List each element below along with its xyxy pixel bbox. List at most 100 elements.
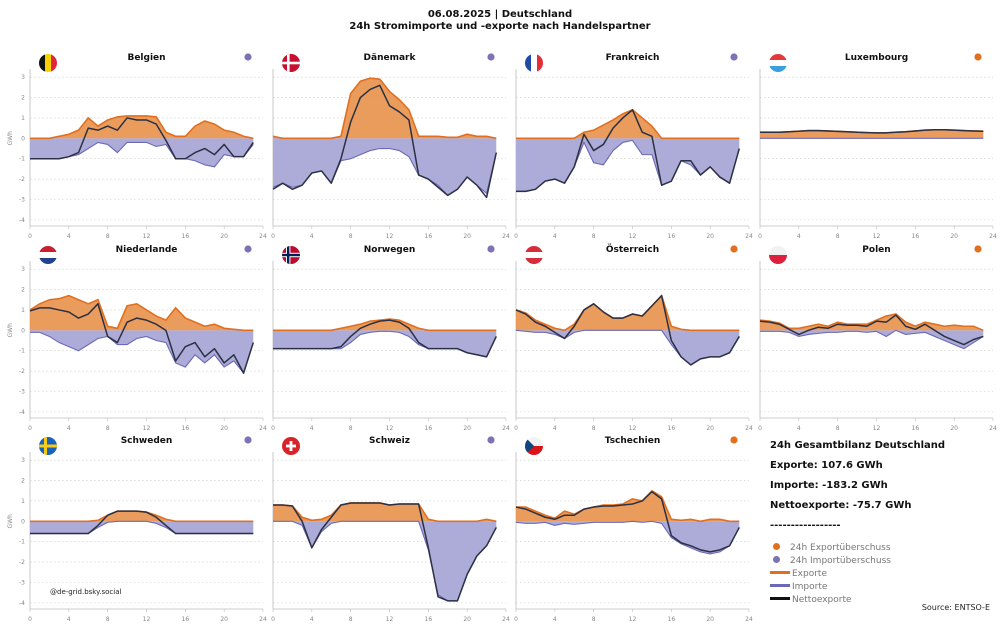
chart-title: 06.08.2025 | Deutschland 24h Stromimport… — [0, 9, 1000, 33]
panel-title: Belgien — [127, 53, 165, 63]
x-tick-label: 8 — [592, 233, 596, 240]
y-tick-label: -1 — [19, 156, 25, 163]
legend-item-net: Nettoexporte — [770, 594, 891, 607]
flag-part — [769, 255, 787, 264]
x-tick-label: 4 — [310, 425, 314, 432]
import-area — [516, 521, 740, 554]
net-line — [515, 294, 740, 366]
summary-title: 24h Gesamtbilanz Deutschland — [770, 440, 946, 451]
x-tick-label: 16 — [668, 233, 676, 240]
flag-part — [769, 246, 787, 255]
y-axis-label: GWh — [7, 514, 14, 529]
panel-schweiz: 0 4 8 12 16 20 24 Schweiz — [271, 436, 510, 623]
panel-dänemark: 0 4 8 12 16 20 24 Dänemark — [271, 53, 510, 240]
y-axis-label: GWh — [7, 131, 14, 146]
x-tick-label: 24 — [259, 233, 267, 240]
cz-flag-icon — [525, 437, 543, 455]
x-tick-label: 16 — [182, 616, 190, 623]
import-surplus-dot — [244, 245, 252, 253]
x-tick-label: 24 — [259, 425, 267, 432]
y-tick-label: -4 — [19, 600, 25, 607]
legend-dot-icon — [773, 543, 780, 550]
panel-title: Frankreich — [606, 53, 660, 63]
y-tick-label: 0 — [21, 518, 25, 525]
legend-label: 24h Exportüberschuss — [790, 543, 891, 553]
x-tick-label: 0 — [271, 616, 275, 623]
panel-title: Schweden — [121, 436, 173, 446]
y-tick-label: -3 — [19, 388, 25, 395]
panel-luxembourg: 0 4 8 12 16 20 24 Luxembourg — [758, 53, 997, 240]
y-tick-label: 3 — [21, 74, 25, 81]
import-area — [30, 330, 254, 374]
flag-part — [525, 446, 543, 455]
export-surplus-dot — [974, 53, 982, 61]
x-tick-label: 16 — [912, 233, 920, 240]
import-area — [273, 138, 497, 196]
net-line — [759, 314, 984, 346]
legend-line-icon — [770, 584, 790, 587]
panel-tschechien: 0 4 8 12 16 20 24 Tschechien — [514, 436, 753, 623]
summary-exports: Exporte: 107.6 GWh — [770, 460, 883, 471]
legend-label: Exporte — [792, 569, 827, 579]
export-area — [30, 295, 254, 331]
legend-item-export-surplus: 24h Exportüberschuss — [770, 542, 891, 555]
import-area — [30, 521, 254, 534]
y-tick-label: -4 — [19, 217, 25, 224]
y-tick-label: 3 — [21, 457, 25, 464]
flag-part — [525, 437, 543, 446]
y-tick-label: -1 — [19, 539, 25, 546]
export-surplus-dot — [730, 245, 738, 253]
import-surplus-dot — [487, 245, 495, 253]
import-area — [30, 138, 254, 167]
panel-polen: 0 4 8 12 16 20 24 Polen — [758, 245, 997, 432]
x-tick-label: 0 — [514, 616, 518, 623]
net-line — [30, 510, 254, 535]
net-line — [272, 84, 498, 199]
y-tick-label: -2 — [19, 368, 25, 375]
import-area — [760, 330, 984, 349]
flag-part — [51, 54, 57, 72]
export-line — [30, 115, 254, 140]
legend-label: Importe — [792, 582, 828, 592]
y-axis-label: GWh — [7, 323, 14, 338]
net-line — [30, 117, 254, 160]
flag-part — [286, 444, 296, 448]
x-tick-label: 8 — [106, 425, 110, 432]
y-tick-label: 2 — [21, 287, 25, 294]
fr-flag-icon — [525, 54, 543, 72]
x-tick-label: 12 — [873, 425, 881, 432]
panel-title: Tschechien — [605, 436, 661, 446]
be-flag-icon — [39, 54, 57, 72]
watermark: @de-grid.bsky.social — [50, 588, 121, 596]
x-tick-label: 8 — [106, 616, 110, 623]
x-tick-label: 0 — [28, 616, 32, 623]
x-tick-label: 16 — [425, 616, 433, 623]
import-area — [273, 521, 497, 601]
x-tick-label: 20 — [220, 233, 228, 240]
x-tick-label: 16 — [182, 425, 190, 432]
x-tick-label: 0 — [514, 233, 518, 240]
x-tick-label: 8 — [349, 425, 353, 432]
x-tick-label: 8 — [349, 616, 353, 623]
x-tick-label: 16 — [668, 616, 676, 623]
y-tick-label: 0 — [21, 135, 25, 142]
title-date-country: 06.08.2025 | Deutschland — [427, 9, 573, 20]
x-tick-label: 4 — [553, 616, 557, 623]
import-line — [760, 329, 984, 350]
panel-title: Norwegen — [364, 245, 416, 255]
x-tick-label: 12 — [873, 233, 881, 240]
flag-part — [769, 66, 787, 72]
x-tick-label: 20 — [220, 616, 228, 623]
x-tick-label: 24 — [259, 616, 267, 623]
import-surplus-dot — [244, 53, 252, 61]
x-tick-label: 0 — [514, 425, 518, 432]
y-tick-label: -1 — [19, 348, 25, 355]
y-tick-label: 1 — [21, 498, 25, 505]
title-subtitle: 24h Stromimporte und -exporte nach Hande… — [349, 21, 651, 32]
y-tick-label: 3 — [21, 266, 25, 273]
at-flag-icon — [525, 246, 543, 264]
x-tick-label: 8 — [106, 233, 110, 240]
x-tick-label: 4 — [797, 425, 801, 432]
x-tick-label: 24 — [502, 425, 510, 432]
